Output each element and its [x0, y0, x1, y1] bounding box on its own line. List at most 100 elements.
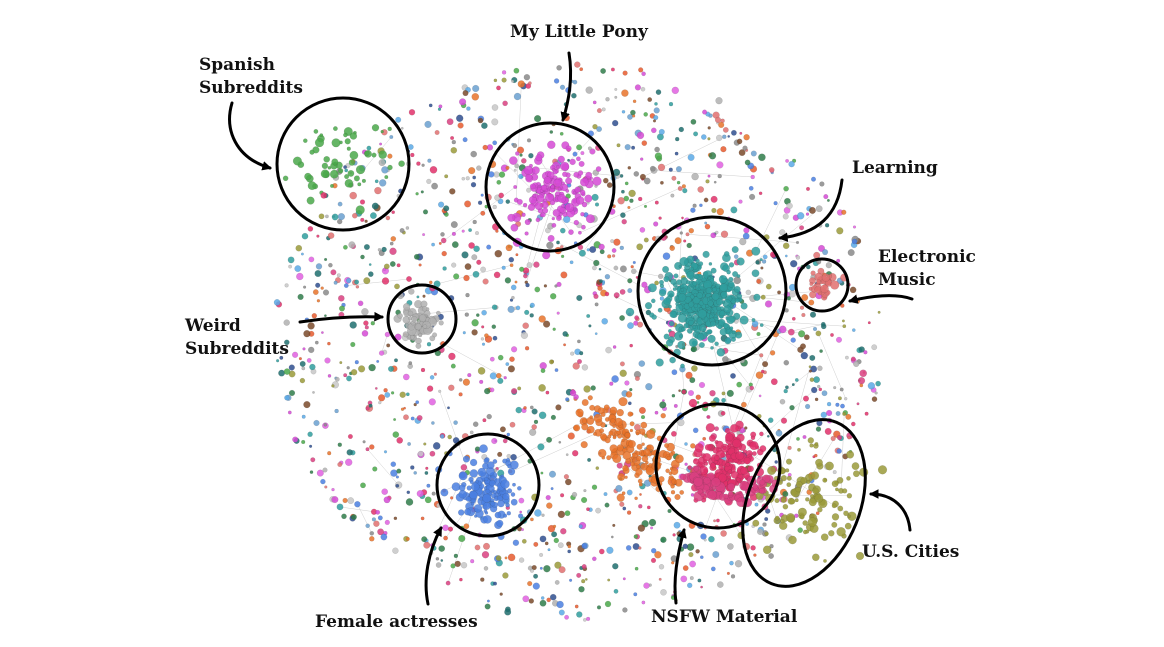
network-node: [576, 611, 583, 618]
network-node: [435, 557, 440, 561]
network-node: [389, 241, 394, 246]
network-node: [473, 504, 483, 513]
network-node: [533, 573, 539, 579]
network-node: [355, 205, 365, 215]
network-node: [773, 201, 778, 206]
network-node: [815, 330, 822, 337]
network-node: [279, 350, 283, 354]
network-node: [374, 386, 378, 390]
network-node: [836, 336, 843, 343]
network-node: [840, 303, 845, 308]
network-node: [855, 551, 865, 561]
network-node: [724, 427, 731, 434]
network-node: [604, 437, 611, 444]
network-node: [437, 107, 442, 112]
network-node: [464, 263, 472, 270]
network-node: [796, 436, 800, 441]
network-node: [558, 440, 562, 444]
network-node: [329, 169, 339, 179]
network-node: [670, 490, 676, 495]
network-node: [758, 488, 765, 495]
network-node: [384, 519, 390, 526]
network-node: [595, 507, 601, 514]
network-node: [581, 201, 588, 208]
network-node: [342, 244, 348, 250]
network-node: [355, 165, 366, 175]
network-node: [320, 169, 330, 179]
network-node: [795, 240, 800, 245]
network-node: [616, 408, 624, 417]
network-node: [857, 377, 866, 385]
network-node: [863, 350, 868, 355]
network-node: [622, 70, 628, 76]
network-node: [823, 194, 829, 200]
network-node: [688, 301, 695, 308]
network-node: [822, 249, 829, 256]
network-node: [448, 352, 456, 361]
network-node: [451, 241, 459, 249]
network-node: [511, 79, 515, 83]
network-node: [549, 593, 557, 601]
network-node: [706, 415, 711, 420]
network-node: [778, 325, 787, 334]
network-node: [471, 254, 478, 261]
network-node: [541, 201, 549, 209]
network-node: [390, 391, 395, 395]
network-node: [282, 175, 289, 182]
network-node: [492, 459, 498, 464]
learning-circle: [636, 215, 788, 367]
network-node: [465, 292, 470, 298]
network-node: [808, 365, 812, 369]
network-node: [640, 421, 648, 429]
network-node: [603, 177, 609, 184]
network-node: [357, 182, 362, 187]
network-node: [683, 239, 687, 243]
network-node: [722, 445, 727, 450]
network-node: [512, 143, 518, 149]
network-node: [720, 146, 727, 153]
network-node: [575, 408, 584, 417]
network-node: [422, 294, 426, 298]
network-node: [714, 341, 719, 347]
network-node: [702, 453, 712, 462]
label-electronic-line2: Music: [878, 270, 936, 290]
network-node: [675, 166, 682, 173]
network-node: [805, 212, 810, 216]
network-node: [593, 293, 599, 300]
network-node: [606, 182, 613, 189]
network-node: [696, 333, 705, 341]
network-node: [648, 518, 657, 527]
network-node: [572, 362, 580, 370]
network-node: [405, 498, 414, 506]
network-node: [629, 428, 634, 433]
network-node: [547, 234, 555, 242]
network-node: [716, 161, 724, 169]
network-node: [572, 450, 579, 457]
network-node: [517, 80, 525, 88]
network-node: [394, 283, 400, 290]
network-node: [594, 332, 598, 336]
network-node: [519, 510, 523, 514]
network-node: [503, 376, 507, 380]
network-node: [506, 453, 512, 459]
network-node: [450, 496, 454, 500]
network-node: [407, 442, 411, 446]
network-node: [593, 413, 603, 423]
network-node: [618, 397, 628, 407]
network-node: [567, 158, 571, 162]
network-node: [480, 266, 486, 273]
network-node: [508, 256, 515, 263]
network-node: [638, 360, 646, 367]
network-node: [743, 133, 750, 141]
network-node: [511, 295, 515, 300]
network-node: [611, 254, 616, 258]
network-node: [599, 249, 605, 255]
network-node: [714, 426, 719, 432]
network-node: [384, 331, 391, 338]
network-node: [521, 528, 525, 532]
network-node: [578, 160, 585, 167]
network-node: [316, 299, 321, 303]
network-node: [802, 435, 807, 440]
network-node: [716, 347, 726, 357]
network-node: [312, 289, 319, 295]
